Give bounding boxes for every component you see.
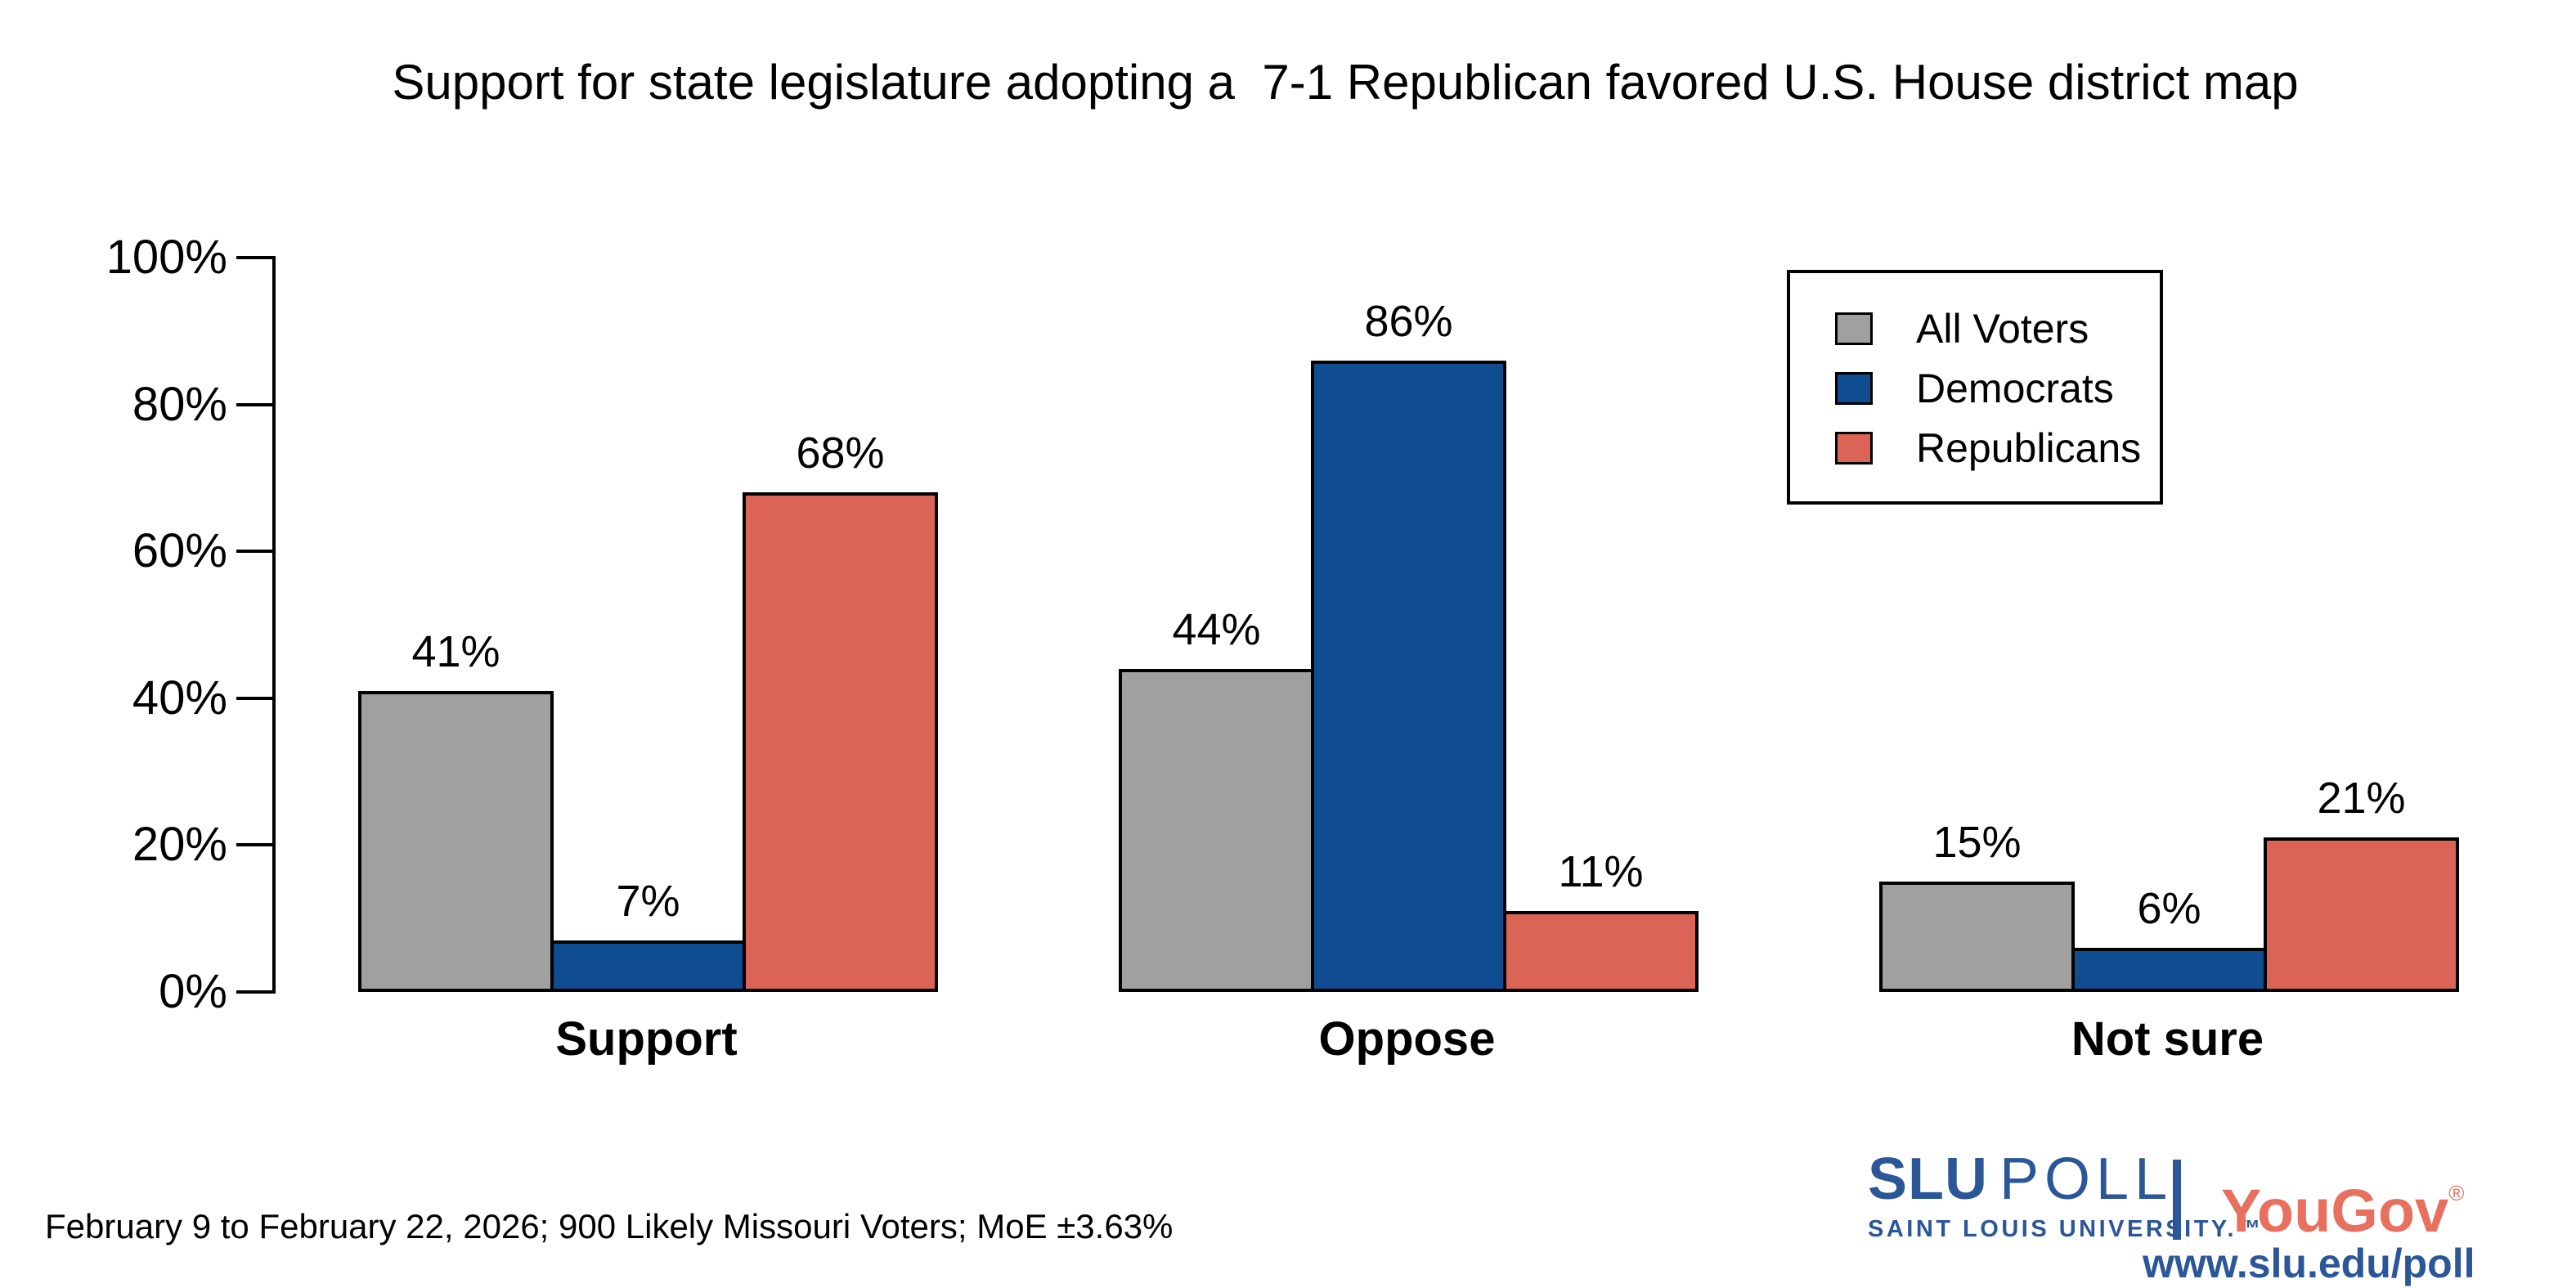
bar-oppose-all-voters: [1119, 669, 1314, 992]
bar-value-label-support-all-voters: 41%: [411, 627, 500, 676]
bar-support-republicans: [743, 492, 938, 992]
bar-value-label-not-sure-all-voters: 15%: [1932, 818, 2022, 867]
y-axis-line: [272, 256, 276, 994]
chart-title: Support for state legislature adopting a…: [392, 55, 2299, 110]
bar-value-label-support-republicans: 68%: [796, 429, 885, 478]
category-label-oppose: Oppose: [1318, 1012, 1496, 1066]
bar-support-all-voters: [358, 691, 554, 992]
logo-divider: [2173, 1160, 2181, 1240]
legend-swatch-republicans: [1835, 432, 1873, 464]
y-tick-label: 0%: [159, 965, 227, 1018]
bar-oppose-republicans: [1503, 911, 1699, 992]
legend-label-republicans: Republicans: [1916, 425, 2142, 471]
legend-swatch-all-voters: [1835, 312, 1873, 345]
bar-not-sure-democrats: [2071, 948, 2267, 992]
y-tick-label: 20%: [132, 818, 227, 871]
y-tick: [236, 256, 272, 259]
category-label-support: Support: [555, 1012, 738, 1066]
y-tick-label: 100%: [105, 231, 227, 284]
slu-poll-logo: SLU POLL: [1868, 1148, 2173, 1210]
legend-swatch-democrats: [1835, 372, 1873, 405]
y-tick: [236, 403, 272, 406]
y-tick-label: 40%: [132, 671, 227, 725]
legend-label-all-voters: All Voters: [1916, 306, 2089, 352]
legend: All Voters Democrats Republicans: [1787, 270, 2163, 505]
y-tick-label: 60%: [132, 524, 227, 577]
y-tick: [236, 990, 272, 994]
bar-value-label-not-sure-republicans: 21%: [2317, 774, 2406, 823]
bar-value-label-support-democrats: 7%: [616, 877, 680, 926]
category-label-not-sure: Not sure: [2071, 1012, 2264, 1066]
legend-item-democrats: Democrats: [1835, 366, 2160, 411]
yougov-wordmark: YouGov: [2221, 1177, 2449, 1245]
yougov-logo: YouGov®: [2221, 1161, 2464, 1243]
legend-item-all-voters: All Voters: [1835, 306, 2160, 352]
slu-wordmark: SLU: [1868, 1147, 1988, 1212]
poll-wordmark: POLL: [1999, 1147, 2174, 1212]
bar-value-label-oppose-democrats: 86%: [1364, 297, 1453, 346]
y-tick: [236, 550, 272, 553]
legend-label-democrats: Democrats: [1916, 366, 2114, 411]
bar-value-label-oppose-all-voters: 44%: [1172, 605, 1261, 654]
methodology-note: February 9 to February 22, 2026; 900 Lik…: [45, 1207, 1174, 1245]
bar-oppose-democrats: [1311, 361, 1506, 992]
y-tick: [236, 843, 272, 846]
bar-value-label-not-sure-democrats: 6%: [2137, 884, 2201, 933]
slu-subtitle: SAINT LOUIS UNIVERSITY.™: [1868, 1216, 2264, 1242]
bar-not-sure-republicans: [2264, 837, 2459, 992]
y-tick: [236, 697, 272, 700]
bar-not-sure-all-voters: [1879, 882, 2075, 992]
legend-item-republicans: Republicans: [1835, 425, 2160, 471]
poll-url: www.slu.edu/poll: [2143, 1241, 2475, 1286]
bar-value-label-oppose-republicans: 11%: [1558, 847, 1644, 896]
registered-mark-icon: ®: [2448, 1181, 2465, 1205]
y-tick-label: 80%: [132, 378, 227, 431]
bar-support-democrats: [550, 940, 746, 992]
